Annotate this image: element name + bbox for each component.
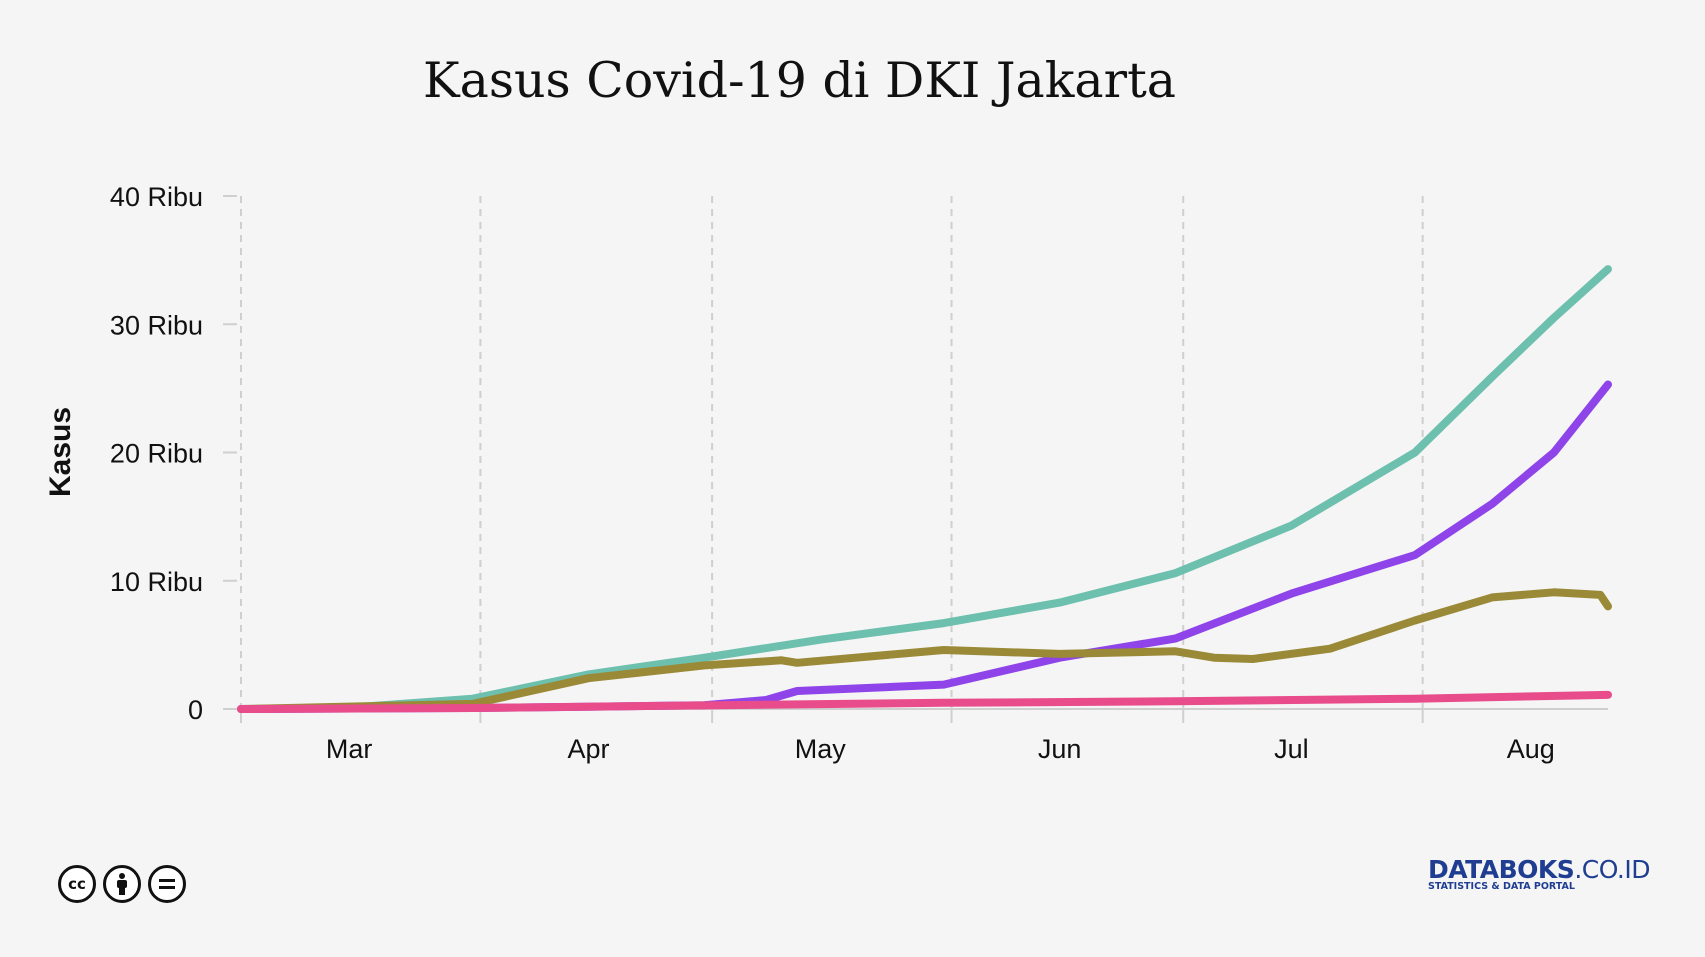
y-tick-label: 30 Ribu xyxy=(110,310,203,340)
x-tick-labels: Mar Apr May Jun Jul Aug xyxy=(326,734,1555,764)
x-tick-label: May xyxy=(795,734,847,764)
nd-icon xyxy=(148,865,186,903)
brand-logo[interactable]: DATABOKS.CO.ID STATISTICS & DATA PORTAL xyxy=(1428,855,1650,892)
chart-title: Kasus Covid-19 di DKI Jakarta xyxy=(423,52,1176,109)
cc-icon: cc xyxy=(58,865,96,903)
x-tick-label: Jul xyxy=(1274,734,1309,764)
series-line-2 xyxy=(237,380,1612,713)
y-tick-label: 0 xyxy=(188,695,203,725)
y-tick-label: 10 Ribu xyxy=(110,567,203,597)
y-tick-labels: 0 10 Ribu 20 Ribu 30 Ribu 40 Ribu xyxy=(110,182,203,725)
brand-name: DATABOKS xyxy=(1428,855,1575,884)
by-icon xyxy=(103,865,141,903)
y-tick-label: 40 Ribu xyxy=(110,182,203,212)
x-tick-label: Apr xyxy=(568,734,610,764)
x-tick-label: Jun xyxy=(1038,734,1082,764)
series-line-4 xyxy=(237,690,1612,713)
series-line-3 xyxy=(237,588,1612,713)
brand-suffix: .CO.ID xyxy=(1574,855,1650,884)
series-line-1 xyxy=(237,265,1612,713)
x-tick-label: Mar xyxy=(326,734,373,764)
brand-tagline: STATISTICS & DATA PORTAL xyxy=(1428,881,1575,892)
y-axis-label: Kasus xyxy=(44,407,77,497)
series-lines xyxy=(237,265,1612,713)
x-tick-label: Aug xyxy=(1507,734,1555,764)
y-tick-label: 20 Ribu xyxy=(110,439,203,469)
license-icons: cc xyxy=(58,865,186,903)
grid-lines xyxy=(240,196,1424,709)
